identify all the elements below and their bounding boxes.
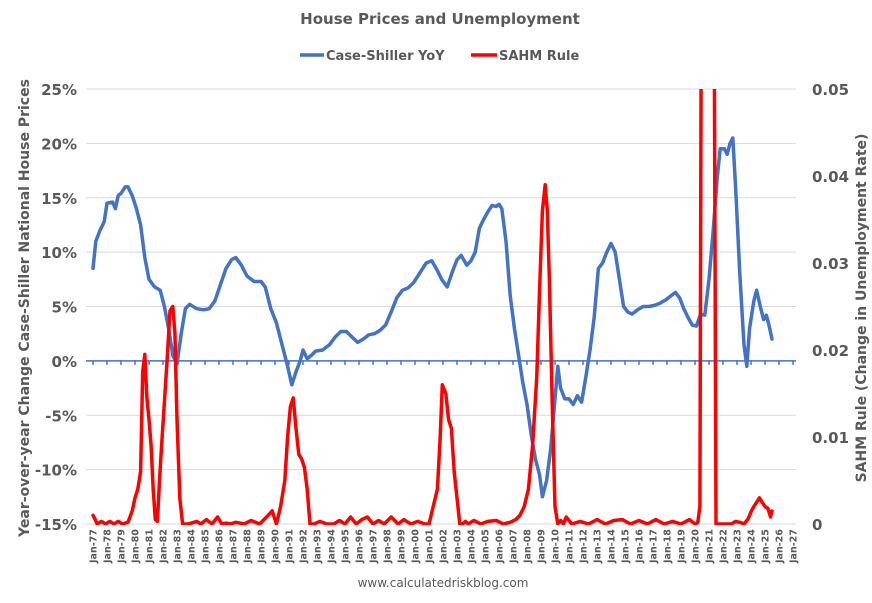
right-tick-label: 0.04 [812, 168, 849, 186]
x-tick-label: Jan-93 [313, 529, 324, 564]
x-tick-label: Jan-80 [131, 529, 142, 564]
chart-title: House Prices and Unemployment [300, 10, 580, 28]
x-tick-label: Jan-09 [537, 529, 548, 564]
x-tick-label: Jan-84 [187, 529, 198, 564]
series-case-shiller-line [91, 136, 774, 499]
x-tick-label: Jan-91 [285, 529, 296, 564]
x-tick-label: Jan-92 [299, 529, 310, 564]
x-tick-label: Jan-23 [733, 529, 744, 564]
x-tick-label: Jan-05 [481, 529, 492, 564]
right-axis-title: SAHM Rule (Change in Unemployment Rate) [854, 134, 870, 483]
x-tick-label: Jan-79 [117, 529, 128, 564]
x-tick-label: Jan-77 [89, 529, 100, 564]
left-tick-label: -10% [35, 462, 77, 480]
x-tick-label: Jan-16 [635, 529, 646, 564]
x-tick-label: Jan-96 [355, 529, 366, 564]
right-tick-label: 0.05 [812, 81, 849, 99]
x-tick-label: Jan-82 [159, 529, 170, 564]
x-tick-label: Jan-85 [201, 529, 212, 564]
x-tick-label: Jan-15 [621, 529, 632, 564]
x-tick-label: Jan-17 [649, 529, 660, 564]
x-tick-label: Jan-88 [243, 529, 254, 564]
right-tick-label: 0.03 [812, 255, 849, 273]
x-tick-label: Jan-19 [677, 529, 688, 564]
x-tick-label: Jan-06 [495, 529, 506, 564]
x-tick-label: Jan-20 [691, 529, 702, 564]
right-axis-ticks: 0.05 0.04 0.03 0.02 0.01 0 [812, 81, 849, 534]
left-tick-label: 15% [41, 190, 77, 208]
source-watermark: www.calculatedriskblog.com [358, 576, 529, 590]
x-tick-label: Jan-10 [551, 529, 562, 564]
x-tick-label: Jan-12 [579, 529, 590, 564]
x-tick-label: Jan-18 [663, 529, 674, 564]
right-tick-label: 0 [812, 516, 822, 534]
x-tick-label: Jan-86 [215, 529, 226, 564]
x-axis-zero-line [86, 360, 796, 365]
x-tick-label: Jan-13 [593, 529, 604, 564]
left-axis-title: Year-over-year Change Case-Shiller Natio… [17, 79, 33, 538]
legend-label-case-shiller: Case-Shiller YoY [326, 49, 445, 64]
x-tick-label: Jan-07 [509, 529, 520, 564]
x-tick-label: Jan-25 [761, 529, 772, 564]
right-tick-label: 0.02 [812, 342, 849, 360]
left-tick-label: -15% [35, 516, 77, 534]
legend-label-sahm: SAHM Rule [499, 49, 579, 64]
x-tick-label: Jan-11 [565, 529, 576, 564]
x-tick-label: Jan-99 [397, 529, 408, 564]
x-tick-label: Jan-78 [103, 529, 114, 564]
legend-item-sahm[interactable]: SAHM Rule [471, 49, 579, 64]
x-tick-label: Jan-90 [271, 529, 282, 564]
x-tick-label: Jan-89 [257, 529, 268, 564]
left-tick-label: 25% [41, 81, 77, 99]
legend: Case-Shiller YoY SAHM Rule [300, 49, 579, 64]
legend-item-case-shiller[interactable]: Case-Shiller YoY [300, 49, 445, 64]
x-tick-label: Jan-00 [411, 529, 422, 564]
x-tick-label: Jan-14 [607, 529, 618, 564]
x-tick-label: Jan-04 [467, 529, 478, 564]
x-tick-label: Jan-83 [173, 529, 184, 564]
x-tick-label: Jan-95 [341, 529, 352, 564]
x-tick-label: Jan-97 [369, 529, 380, 564]
x-tick-label: Jan-27 [789, 529, 800, 564]
left-axis-ticks: 25% 20% 15% 10% 5% 0% -5% -10% -15% [35, 81, 77, 534]
x-tick-label: Jan-87 [229, 529, 240, 564]
x-tick-label: Jan-24 [747, 529, 758, 564]
x-tick-label: Jan-08 [523, 529, 534, 564]
left-tick-label: -5% [45, 407, 77, 425]
left-tick-label: 5% [52, 299, 77, 317]
x-tick-label: Jan-02 [439, 529, 450, 564]
x-tick-label: Jan-26 [775, 529, 786, 564]
left-tick-label: 20% [41, 135, 77, 153]
x-tick-label: Jan-98 [383, 529, 394, 564]
right-tick-label: 0.01 [812, 429, 849, 447]
x-tick-label: Jan-21 [705, 529, 716, 564]
x-tick-label: Jan-03 [453, 529, 464, 564]
x-tick-label: Jan-94 [327, 529, 338, 564]
left-tick-label: 10% [41, 244, 77, 262]
left-tick-label: 0% [52, 353, 77, 371]
x-axis-tick-labels: Jan-77 Jan-78 Jan-79 Jan-80 Jan-81 Jan-82 Jan-… [89, 529, 800, 564]
x-tick-label: Jan-01 [425, 529, 436, 564]
series-sahm-line [91, 89, 774, 525]
x-tick-label: Jan-22 [719, 529, 730, 564]
x-tick-label: Jan-81 [145, 529, 156, 564]
